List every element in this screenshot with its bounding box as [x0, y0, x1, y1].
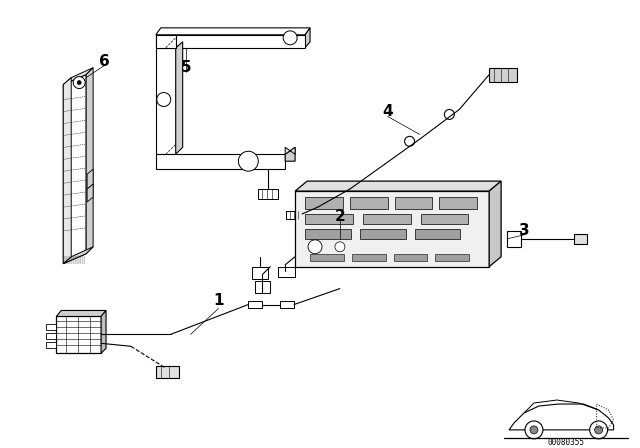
Circle shape — [157, 93, 171, 107]
Polygon shape — [86, 68, 93, 254]
Polygon shape — [63, 68, 93, 85]
Polygon shape — [420, 214, 468, 224]
Polygon shape — [415, 229, 460, 239]
Text: 00080355: 00080355 — [547, 438, 584, 447]
Polygon shape — [259, 189, 278, 199]
Polygon shape — [295, 191, 489, 267]
Polygon shape — [46, 324, 56, 330]
Polygon shape — [305, 28, 310, 48]
Polygon shape — [305, 197, 343, 209]
Circle shape — [350, 182, 360, 192]
Polygon shape — [280, 301, 294, 309]
Polygon shape — [56, 310, 106, 316]
Polygon shape — [63, 78, 71, 264]
Circle shape — [525, 421, 543, 439]
Polygon shape — [56, 316, 101, 353]
Polygon shape — [156, 48, 176, 154]
Circle shape — [589, 421, 607, 439]
Circle shape — [444, 109, 454, 120]
Circle shape — [239, 151, 259, 171]
Text: 3: 3 — [518, 224, 529, 238]
Polygon shape — [255, 280, 270, 293]
Text: 5: 5 — [180, 60, 191, 75]
Polygon shape — [489, 68, 517, 82]
Polygon shape — [63, 75, 86, 264]
Circle shape — [530, 426, 538, 434]
Polygon shape — [87, 184, 93, 202]
Text: 2: 2 — [335, 209, 345, 224]
Circle shape — [595, 426, 603, 434]
Polygon shape — [507, 231, 521, 247]
Polygon shape — [573, 234, 587, 244]
Polygon shape — [395, 197, 433, 209]
Circle shape — [404, 136, 415, 146]
Polygon shape — [310, 254, 344, 261]
Polygon shape — [156, 28, 310, 35]
Polygon shape — [394, 254, 428, 261]
Circle shape — [335, 242, 345, 252]
Polygon shape — [285, 147, 295, 154]
Polygon shape — [363, 214, 410, 224]
Polygon shape — [285, 147, 295, 161]
Polygon shape — [156, 366, 179, 378]
Polygon shape — [46, 333, 56, 339]
Polygon shape — [286, 211, 302, 219]
Polygon shape — [295, 181, 501, 191]
Text: 6: 6 — [99, 54, 109, 69]
Polygon shape — [156, 154, 285, 169]
Polygon shape — [63, 247, 93, 264]
Polygon shape — [435, 254, 469, 261]
Polygon shape — [176, 42, 182, 154]
Polygon shape — [156, 35, 305, 48]
Polygon shape — [352, 254, 386, 261]
Polygon shape — [248, 301, 262, 309]
Polygon shape — [252, 267, 268, 279]
Circle shape — [77, 81, 81, 85]
Polygon shape — [440, 197, 477, 209]
Polygon shape — [360, 229, 406, 239]
Polygon shape — [489, 181, 501, 267]
Polygon shape — [305, 214, 353, 224]
Polygon shape — [46, 342, 56, 348]
Text: 1: 1 — [213, 293, 224, 308]
Text: 4: 4 — [382, 104, 393, 119]
Polygon shape — [509, 404, 614, 430]
Polygon shape — [101, 310, 106, 353]
Circle shape — [283, 31, 297, 45]
Polygon shape — [305, 229, 351, 239]
Polygon shape — [87, 169, 93, 189]
Circle shape — [73, 77, 85, 89]
Polygon shape — [156, 35, 176, 48]
Polygon shape — [278, 267, 295, 277]
Polygon shape — [350, 197, 388, 209]
Circle shape — [308, 240, 322, 254]
